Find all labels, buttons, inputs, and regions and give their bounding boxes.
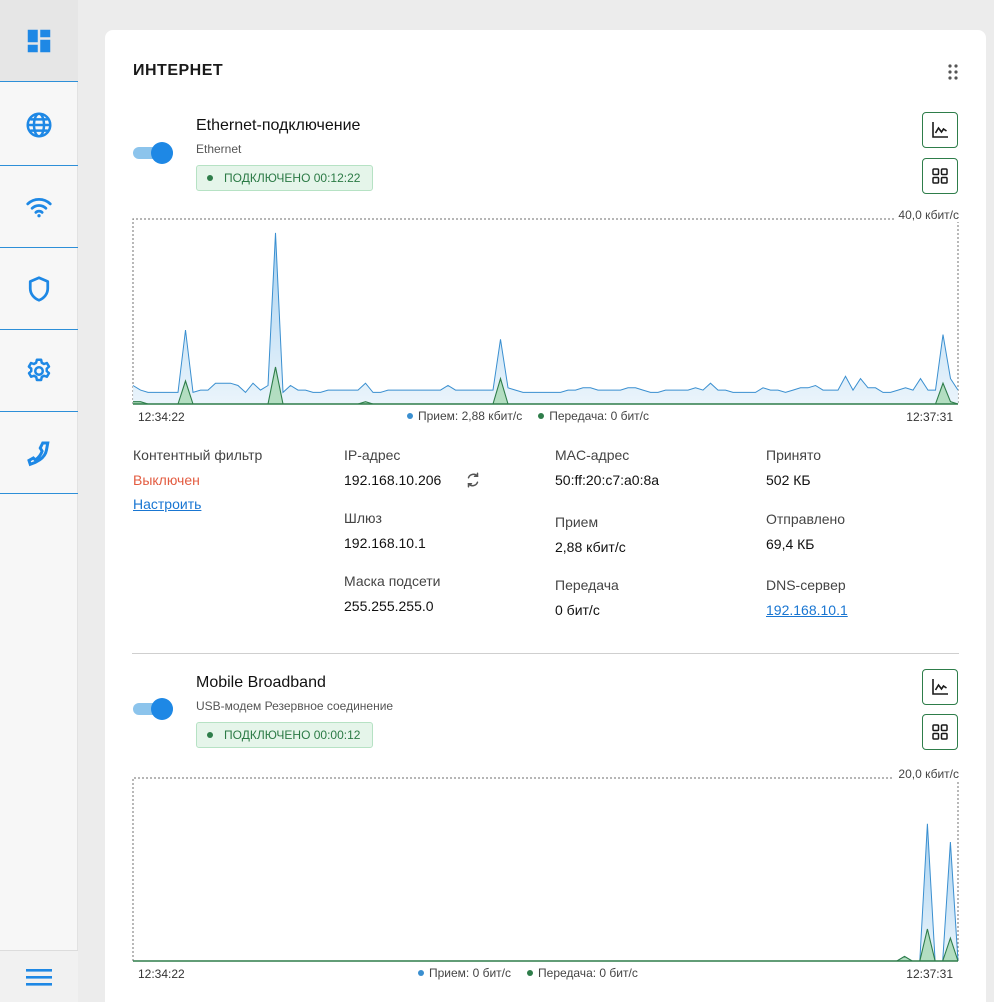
- chart-max-label: 40,0 кбит/с: [894, 208, 959, 222]
- tx-area: [133, 929, 958, 961]
- connection-subtitle: USB-модем Резервное соединение: [196, 699, 394, 713]
- chart-svg: [132, 777, 959, 962]
- nav-wifi[interactable]: [0, 166, 78, 248]
- drag-handle-icon[interactable]: [948, 64, 958, 80]
- legend-rx-dot: [407, 413, 413, 419]
- nav-internet[interactable]: [0, 84, 78, 166]
- menu-button[interactable]: [0, 950, 78, 1002]
- chart-frame: [132, 777, 959, 961]
- ethernet-toggle[interactable]: [133, 142, 175, 164]
- connection-name: Mobile Broadband: [196, 674, 326, 691]
- ethernet-traffic-chart: 40,0 кбит/с 12:34:22 Прием: 2,88 кбит/с …: [132, 208, 959, 424]
- grid-icon: [932, 724, 948, 740]
- status-dot: [207, 175, 213, 181]
- card-title: ИНТЕРНЕТ: [133, 62, 224, 79]
- section-divider: [132, 653, 959, 654]
- chart-time-start: 12:34:22: [138, 967, 185, 981]
- nav-settings[interactable]: [0, 330, 78, 412]
- gateway-value: 192.168.10.1: [344, 535, 426, 551]
- chart-legend: Прием: 0 бит/с Передача: 0 бит/с: [418, 966, 638, 980]
- dns-label: DNS-сервер: [766, 577, 846, 593]
- refresh-icon[interactable]: [464, 471, 482, 489]
- rx-area: [133, 823, 958, 961]
- status-text: ПОДКЛЮЧЕНО 00:12:22: [224, 171, 361, 185]
- received-value: 502 КБ: [766, 472, 811, 488]
- status-badge: ПОДКЛЮЧЕНО 00:00:12: [196, 722, 374, 748]
- nav-dashboard[interactable]: [0, 0, 78, 82]
- shield-icon: [28, 275, 50, 302]
- connection-name: Ethernet-подключение: [196, 117, 361, 134]
- grid-icon: [932, 168, 948, 184]
- chart-frame: [132, 218, 959, 404]
- dashboard-icon: [27, 29, 51, 52]
- tx-value: 0 бит/с: [555, 602, 600, 618]
- legend-tx: Передача: 0 бит/с: [549, 409, 650, 423]
- rx-line: [132, 232, 959, 394]
- line-chart-icon: [932, 122, 948, 138]
- chart-svg: [132, 218, 959, 405]
- content-filter-value: Выключен: [133, 472, 200, 488]
- legend-rx-dot: [418, 970, 424, 976]
- nav-phone[interactable]: [0, 412, 78, 494]
- tx-line: [133, 928, 959, 962]
- legend-tx-dot: [538, 413, 545, 419]
- chart-max-label: 20,0 кбит/с: [894, 767, 959, 781]
- chart-time-end: 12:37:31: [906, 410, 953, 424]
- legend-tx: Передача: 0 бит/с: [538, 966, 638, 980]
- legend-tx-dot: [527, 970, 534, 976]
- content-filter-label: Контентный фильтр: [133, 447, 263, 463]
- chart-view-button[interactable]: [922, 669, 958, 705]
- menu-icon: [26, 968, 52, 986]
- chart-legend: Прием: 2,88 кбит/с Передача: 0 бит/с: [407, 409, 649, 423]
- status-dot: [207, 732, 213, 738]
- mask-label: Маска подсети: [344, 573, 441, 589]
- toggle-knob: [151, 142, 173, 164]
- internet-card: ИНТЕРНЕТ Ethernet-подключение Ethernet П…: [105, 30, 986, 1002]
- sent-value: 69,4 КБ: [766, 536, 815, 552]
- nav-security[interactable]: [0, 248, 78, 330]
- status-text: ПОДКЛЮЧЕНО 00:00:12: [224, 728, 361, 742]
- chart-view-button[interactable]: [922, 112, 958, 148]
- gear-icon: [27, 358, 51, 381]
- grid-view-button[interactable]: [922, 158, 958, 194]
- mobile-traffic-chart: 20,0 кбит/с 12:34:22 Прием: 0 бит/с Пере…: [132, 767, 959, 982]
- ip-label: IP-адрес: [344, 447, 401, 463]
- chart-time-end: 12:37:31: [906, 967, 953, 981]
- status-badge: ПОДКЛЮЧЕНО 00:12:22: [196, 165, 374, 191]
- received-label: Принято: [766, 447, 822, 463]
- content-filter-configure-link[interactable]: Настроить: [133, 496, 202, 512]
- rx-area: [133, 232, 958, 404]
- rx-value: 2,88 кбит/с: [555, 539, 626, 555]
- wifi-icon: [26, 197, 52, 217]
- sent-label: Отправлено: [766, 511, 846, 527]
- globe-icon: [26, 112, 52, 137]
- ip-value: 192.168.10.206: [344, 472, 442, 488]
- rx-line: [133, 823, 959, 962]
- connection-subtitle: Ethernet: [196, 142, 242, 156]
- phone-icon: [27, 441, 50, 466]
- mac-label: MAC-адрес: [555, 447, 630, 463]
- dns-value-link[interactable]: 192.168.10.1: [766, 602, 848, 618]
- sidebar: [0, 0, 78, 1002]
- legend-rx: Прием: 0 бит/с: [429, 966, 512, 980]
- legend-rx: Прием: 2,88 кбит/с: [418, 409, 523, 423]
- gateway-label: Шлюз: [344, 510, 382, 526]
- grid-view-button[interactable]: [922, 714, 958, 750]
- mobile-broadband-toggle[interactable]: [133, 698, 175, 720]
- tx-label: Передача: [555, 577, 619, 593]
- toggle-knob: [151, 698, 173, 720]
- mask-value: 255.255.255.0: [344, 598, 434, 614]
- rx-label: Прием: [555, 514, 599, 530]
- mac-value: 50:ff:20:c7:a0:8a: [555, 472, 660, 488]
- chart-time-start: 12:34:22: [138, 410, 185, 424]
- line-chart-icon: [932, 679, 948, 695]
